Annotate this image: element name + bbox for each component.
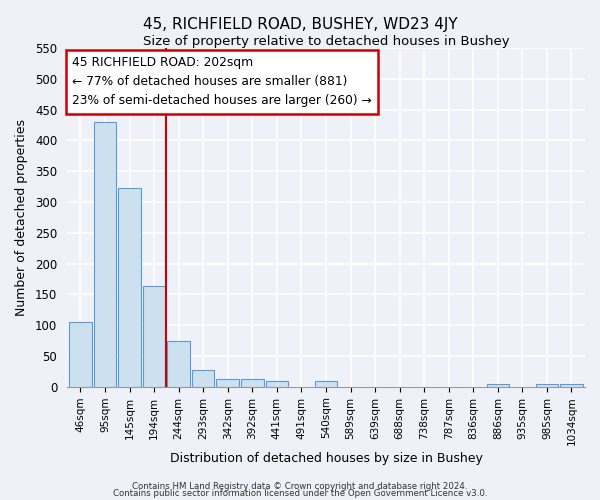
Bar [94, 122, 116, 386]
Bar [266, 380, 288, 386]
Bar [536, 384, 558, 386]
Bar [487, 384, 509, 386]
Text: Contains HM Land Registry data © Crown copyright and database right 2024.: Contains HM Land Registry data © Crown c… [132, 482, 468, 491]
Title: Size of property relative to detached houses in Bushey: Size of property relative to detached ho… [143, 35, 509, 48]
Bar [241, 380, 263, 386]
Bar [118, 188, 141, 386]
Bar [69, 322, 92, 386]
Text: Contains public sector information licensed under the Open Government Licence v3: Contains public sector information licen… [113, 489, 487, 498]
Bar [192, 370, 214, 386]
Text: 45 RICHFIELD ROAD: 202sqm
← 77% of detached houses are smaller (881)
23% of semi: 45 RICHFIELD ROAD: 202sqm ← 77% of detac… [72, 56, 372, 108]
Bar [143, 286, 166, 386]
Bar [314, 381, 337, 386]
Y-axis label: Number of detached properties: Number of detached properties [15, 119, 28, 316]
Bar [217, 380, 239, 386]
Bar [560, 384, 583, 386]
Text: 45, RICHFIELD ROAD, BUSHEY, WD23 4JY: 45, RICHFIELD ROAD, BUSHEY, WD23 4JY [143, 18, 457, 32]
Bar [167, 340, 190, 386]
X-axis label: Distribution of detached houses by size in Bushey: Distribution of detached houses by size … [170, 452, 482, 465]
